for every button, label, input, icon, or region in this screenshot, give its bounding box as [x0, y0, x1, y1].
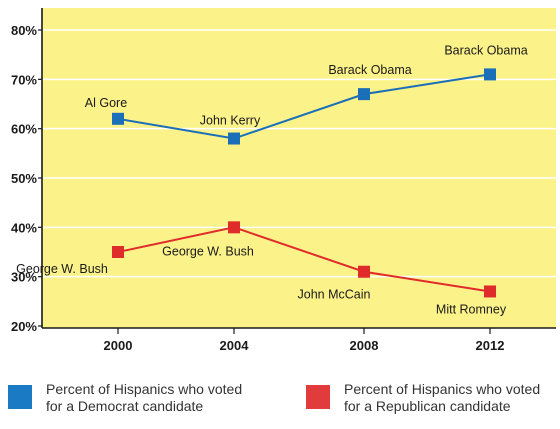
- data-point: [228, 132, 240, 145]
- x-axis-ticks: 2000 2004 2008 2012: [104, 328, 505, 353]
- legend-item-democrat: Percent of Hispanics who voted for a Dem…: [8, 381, 242, 415]
- data-point: [484, 68, 496, 81]
- legend-text-democrat: Percent of Hispanics who voted for a Dem…: [46, 381, 242, 415]
- legend-democrat-line2: for a Democrat candidate: [46, 398, 204, 414]
- data-label: Barack Obama: [444, 43, 527, 57]
- series-line-1: [117, 226, 491, 293]
- data-point: [358, 88, 370, 101]
- data-point: [112, 112, 124, 125]
- series-group: Al Gore John Kerry Barack Obama Barack Obam…: [16, 43, 528, 316]
- data-label: John Kerry: [200, 114, 261, 128]
- y-tick-label: 60%: [11, 122, 37, 137]
- axes: [41, 8, 556, 329]
- legend-republican-line1: Percent of Hispanics who voted: [344, 381, 541, 397]
- x-tick-label: 2000: [104, 338, 133, 353]
- data-label: Mitt Romney: [436, 302, 507, 316]
- y-tick-label: 40%: [11, 220, 37, 235]
- y-axis-ticks: 20% 30% 40% 50% 60% 70% 80%: [11, 23, 42, 334]
- plot-area: [42, 8, 556, 328]
- data-label: George W. Bush: [162, 244, 254, 258]
- data-label: Barack Obama: [328, 63, 411, 77]
- data-label: John McCain: [298, 288, 371, 302]
- x-tick-label: 2012: [476, 338, 505, 353]
- data-label: Al Gore: [85, 96, 127, 110]
- x-tick-label: 2004: [220, 338, 250, 353]
- x-tick-label: 2008: [350, 338, 379, 353]
- legend-republican-line2: for a Republican candidate: [344, 398, 511, 414]
- data-point: [358, 265, 370, 278]
- grid-lines: [42, 29, 556, 278]
- y-tick-label: 50%: [11, 171, 37, 186]
- series-line-0: [117, 73, 491, 140]
- legend-democrat-line1: Percent of Hispanics who voted: [46, 381, 243, 397]
- line-chart: 20% 30% 40% 50% 60% 70% 80% 2000 2004 2008 2012 A…: [11, 8, 556, 353]
- y-tick-label: 20%: [11, 319, 37, 334]
- data-point: [484, 285, 496, 298]
- legend-text-republican: Percent of Hispanics who voted for a Rep…: [344, 381, 540, 415]
- y-tick-label: 70%: [11, 72, 37, 87]
- y-tick-label: 80%: [11, 23, 37, 38]
- legend-swatch-republican: [306, 385, 330, 409]
- y-tick-label: 30%: [11, 270, 37, 285]
- data-label: George W. Bush: [16, 262, 108, 276]
- data-point: [228, 221, 240, 234]
- legend-swatch-democrat: [8, 385, 32, 409]
- legend-item-republican: Percent of Hispanics who voted for a Rep…: [306, 381, 540, 415]
- data-point: [112, 246, 124, 258]
